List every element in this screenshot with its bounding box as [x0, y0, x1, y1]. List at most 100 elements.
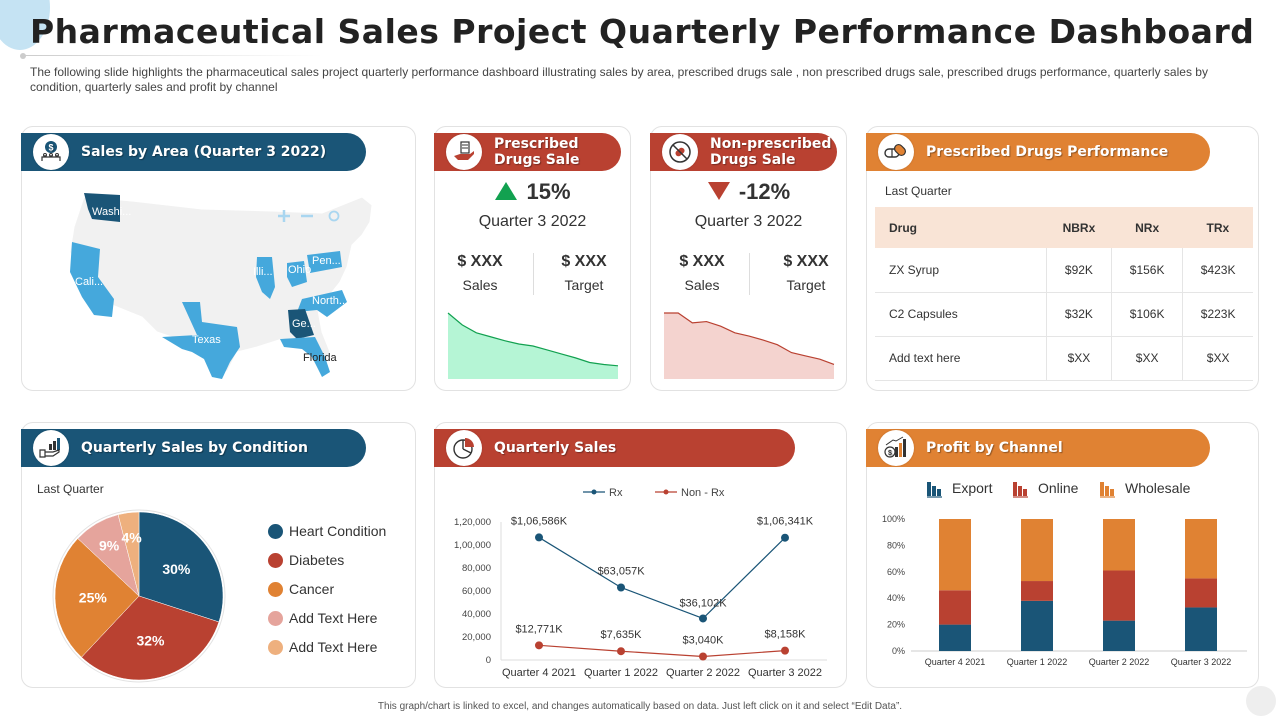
bar-segment[interactable] — [1103, 570, 1135, 621]
bar-segment[interactable] — [939, 624, 971, 651]
quarterly-sales-header: Quarterly Sales — [434, 429, 795, 467]
title-divider — [22, 55, 322, 56]
table-cell: $XX — [1182, 336, 1253, 381]
prescribed-sale-title-line1: Prescribed — [494, 136, 579, 152]
prescribed-sale-title-line2: Drugs Sale — [494, 152, 580, 168]
prescribed-target-label: Target — [564, 277, 604, 293]
legend-swatch — [268, 523, 283, 539]
data-point[interactable] — [699, 652, 707, 661]
map-zoom-out-button[interactable] — [300, 209, 314, 223]
legend-swatch — [268, 610, 283, 626]
profit-channel-bar-chart[interactable]: Export Online Wholesale 0% 20% 40% 60% 80% 100% Q… — [867, 473, 1260, 688]
prescribed-sale-card: Prescribed Drugs Sale 15% Quarter 3 2022… — [434, 126, 631, 391]
x-tick-label: Quarter 1 2022 — [1007, 657, 1068, 667]
data-point[interactable] — [699, 614, 707, 623]
table-header-row: Drug NBRx NRx TRx — [875, 207, 1253, 248]
data-point[interactable] — [617, 647, 625, 656]
state-ohio[interactable] — [287, 261, 307, 287]
non-prescribed-target-col: $ XXX Target — [761, 253, 851, 293]
data-point[interactable] — [781, 646, 789, 655]
state-georgia[interactable] — [288, 309, 314, 339]
data-point[interactable] — [617, 583, 625, 592]
y-tick-label: 1,00,000 — [454, 540, 491, 551]
y-tick-label: 1,20,000 — [454, 517, 491, 528]
legend-label: Heart Condition — [289, 523, 387, 539]
pie-slice-label: 25% — [79, 589, 108, 605]
kpi-divider — [533, 253, 534, 295]
state-pennsylvania[interactable] — [307, 251, 342, 273]
y-tick-label: 100% — [882, 514, 905, 524]
bar-legend-label: Export — [952, 480, 993, 496]
legend-label: Add Text Here — [289, 639, 378, 655]
page-title: Pharmaceutical Sales Project Quarterly P… — [30, 12, 1255, 51]
pie-slice[interactable] — [81, 595, 220, 681]
bar-segment[interactable] — [1185, 519, 1217, 579]
bar-segment[interactable] — [1021, 581, 1053, 601]
x-tick-label: Quarter 3 2022 — [748, 667, 822, 679]
svg-text:$: $ — [48, 143, 53, 153]
x-tick-label: Quarter 2 2022 — [1089, 657, 1150, 667]
series-line — [538, 536, 786, 620]
legend-label: Add Text Here — [289, 610, 378, 626]
pie-slice[interactable] — [54, 538, 140, 658]
bar-segment[interactable] — [1021, 519, 1053, 582]
data-point[interactable] — [781, 533, 789, 542]
state-texas[interactable] — [162, 302, 240, 379]
data-point[interactable] — [535, 533, 543, 542]
state-washington[interactable] — [84, 193, 120, 222]
bar-segment[interactable] — [1103, 519, 1135, 571]
table-cell: Add text here — [875, 336, 1047, 381]
data-point[interactable] — [535, 641, 543, 650]
hand-pill-bottle-icon — [446, 134, 482, 170]
state-florida[interactable] — [280, 337, 330, 377]
state-label: Pen... — [312, 255, 341, 267]
legend-swatch — [268, 639, 283, 655]
prescribed-target-value: $ XXX — [561, 253, 607, 270]
prescribed-trend-line — [447, 312, 619, 367]
drugs-performance-card: Prescribed Drugs Performance Last Quarte… — [866, 126, 1259, 391]
table-cell: $32K — [1046, 292, 1113, 337]
bar-legend-item: Online — [1013, 480, 1079, 498]
data-label: $3,040K — [683, 635, 725, 647]
state-illinois[interactable] — [256, 257, 275, 299]
state-label: North... — [312, 295, 348, 307]
decorative-circle — [1246, 686, 1276, 716]
bar-segment[interactable] — [1185, 607, 1217, 651]
line-legend-label: Non - Rx — [681, 487, 725, 499]
legend-item: Diabetes — [268, 552, 344, 568]
state-california[interactable] — [70, 242, 114, 317]
table-cell: $223K — [1182, 292, 1253, 337]
prescribed-change: 15% — [435, 179, 630, 205]
state-label: Texas — [192, 334, 221, 346]
table-cell: $92K — [1046, 248, 1113, 293]
bar-segment[interactable] — [1103, 620, 1135, 651]
prescribed-change-value: 15% — [526, 179, 571, 204]
us-map[interactable]: Washi... Cali... Texas Illi... Ohio Pen.… — [22, 127, 417, 392]
bar-legend-label: Wholesale — [1125, 480, 1191, 496]
map-zoom-in-button[interactable] — [277, 209, 291, 223]
footer-note: This graph/chart is linked to excel, and… — [377, 701, 903, 712]
table-row: Add text here $XX $XX $XX — [875, 336, 1253, 381]
quarterly-sales-line-chart[interactable]: Rx Non - Rx 0 20,000 40,000 60,000 80,000 1,00,… — [435, 473, 848, 688]
condition-pie-chart[interactable]: 30% 32% 25% 9% 4% — [42, 501, 242, 691]
bar-segment[interactable] — [939, 519, 971, 591]
map-reset-button[interactable] — [328, 210, 340, 222]
pie-slice[interactable] — [117, 511, 140, 597]
state-north-carolina[interactable] — [297, 290, 347, 317]
pie-slice[interactable] — [138, 511, 224, 623]
table-cell: $XX — [1111, 336, 1184, 381]
bar-segment[interactable] — [1185, 578, 1217, 608]
bar-legend-icon — [1100, 482, 1104, 496]
data-label: $12,771K — [515, 623, 563, 635]
state-label: Illi... — [253, 266, 273, 278]
profit-channel-card: $ Profit by Channel Export Online Wholesal… — [866, 422, 1259, 688]
bar-segment[interactable] — [1021, 600, 1053, 651]
bar-legend-item: Wholesale — [1100, 480, 1191, 498]
pie-slice-label: 9% — [99, 537, 120, 553]
y-tick-label: 20% — [887, 620, 905, 630]
legend-label: Diabetes — [289, 552, 345, 568]
bar-segment[interactable] — [939, 590, 971, 625]
legend-item: Cancer — [268, 581, 334, 597]
pie-chart-icon — [446, 430, 482, 466]
state-label: Cali... — [75, 276, 103, 288]
